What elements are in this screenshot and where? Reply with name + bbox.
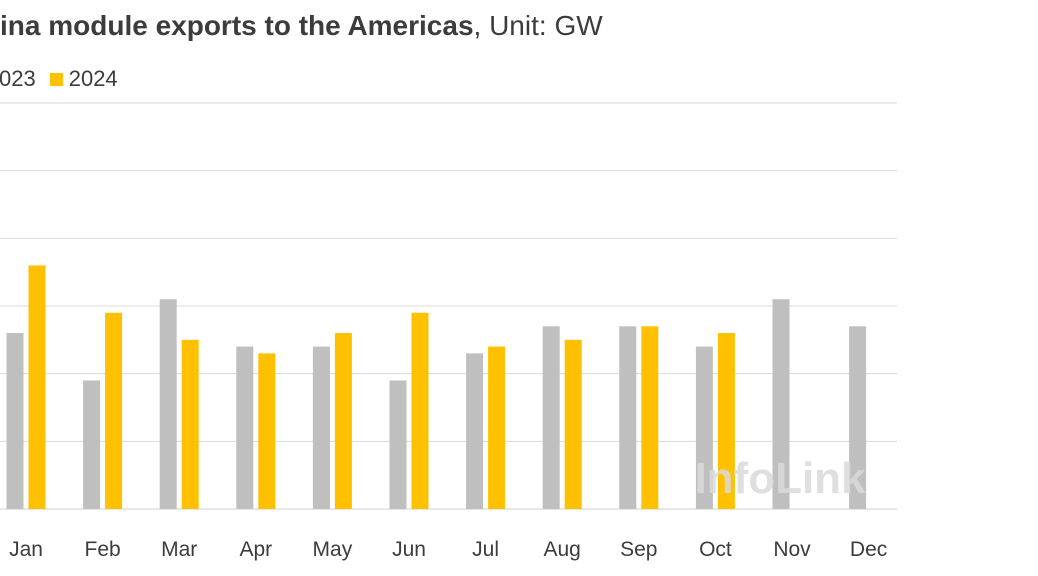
bar-2024-feb <box>105 312 123 509</box>
bar-023-aug <box>542 326 560 509</box>
gridlines <box>0 102 897 510</box>
x-tick-label-jun: Jun <box>392 538 426 561</box>
chart-title-main: ina module exports to the Americas <box>0 10 474 41</box>
bar-2024-mar <box>181 339 199 509</box>
bar-023-mar <box>159 299 177 509</box>
x-tick-label-feb: Feb <box>85 538 121 561</box>
bar-023-may <box>312 346 330 509</box>
legend: 023 2024 <box>0 66 132 92</box>
bar-023-sep <box>619 326 637 509</box>
x-tick-label-nov: Nov <box>773 538 811 561</box>
bar-023-jun <box>389 380 407 509</box>
bar-023-dec <box>849 326 867 509</box>
chart-title-unit: , Unit: GW <box>473 10 603 41</box>
bar-2024-oct <box>717 333 735 509</box>
legend-label-2023: 023 <box>0 66 36 91</box>
x-tick-label-may: May <box>313 538 353 561</box>
infolink-watermark: InfoLink <box>694 454 866 503</box>
bar-2024-may <box>334 333 352 509</box>
chart-title: ina module exports to the Americas, Unit… <box>0 10 603 42</box>
bar-023-jul <box>466 353 484 509</box>
x-tick-label-jan: Jan <box>9 538 43 561</box>
bar-2024-jun <box>411 312 429 509</box>
bar-023-apr <box>236 346 254 509</box>
bar-023-feb <box>83 380 101 509</box>
legend-label-2024: 2024 <box>68 66 118 91</box>
x-tick-label-dec: Dec <box>850 538 887 561</box>
bar-023-nov <box>772 299 790 509</box>
bar-023-oct <box>695 346 713 509</box>
bar-023-jan <box>6 333 24 509</box>
x-tick-label-aug: Aug <box>544 538 581 561</box>
x-tick-label-oct: Oct <box>699 538 732 561</box>
x-tick-label-sep: Sep <box>620 538 657 561</box>
legend-item-2024: 2024 <box>49 66 118 92</box>
bars <box>6 265 867 509</box>
bar-2024-aug <box>564 339 582 509</box>
bar-2024-sep <box>641 326 659 509</box>
x-tick-label-jul: Jul <box>472 538 499 561</box>
x-tick-label-mar: Mar <box>161 538 197 561</box>
bar-2024-jul <box>488 346 506 509</box>
legend-item-2023: 023 <box>0 66 36 92</box>
x-axis-labels: Jan Feb Mar Apr May Jun Jul Aug Sep Oct Nov Dec <box>9 538 887 561</box>
bar-2024-jan <box>28 265 46 509</box>
legend-swatch-2024 <box>49 72 63 86</box>
bar-2024-apr <box>258 353 276 509</box>
x-tick-label-apr: Apr <box>239 538 272 561</box>
